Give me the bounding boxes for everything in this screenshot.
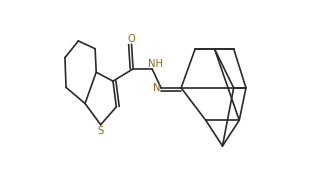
Text: N: N (153, 83, 161, 93)
Text: NH: NH (148, 59, 163, 69)
Text: O: O (128, 34, 135, 44)
Text: S: S (98, 126, 104, 136)
